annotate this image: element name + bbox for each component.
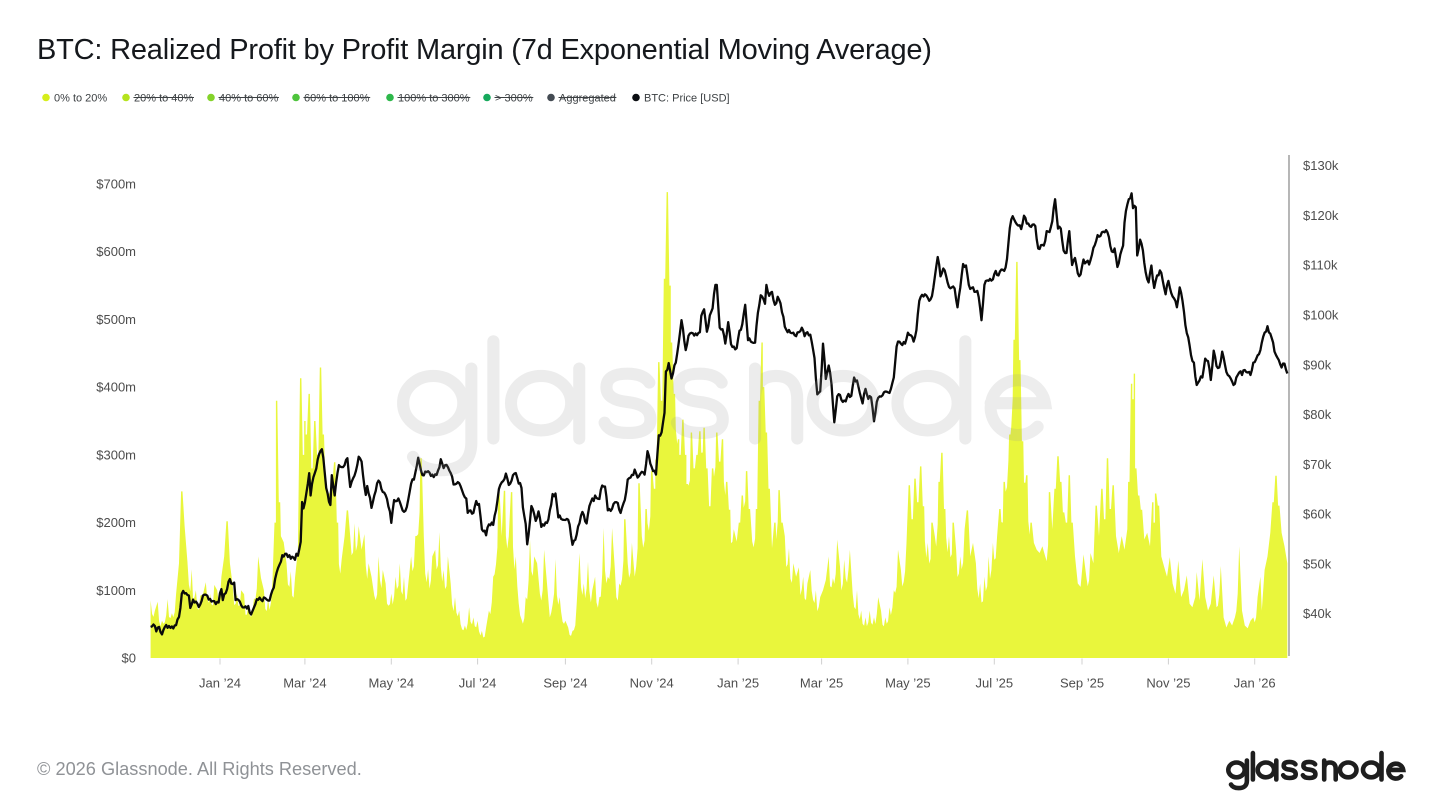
svg-text:BTC: Realized Profit by Profit: BTC: Realized Profit by Profit Margin (7… — [37, 34, 932, 66]
svg-text:Mar ’25: Mar ’25 — [800, 676, 843, 691]
svg-text:May ’24: May ’24 — [369, 676, 415, 691]
svg-text:Jan ’25: Jan ’25 — [717, 676, 759, 691]
svg-text:Jan ’26: Jan ’26 — [1234, 676, 1276, 691]
svg-text:Nov ’24: Nov ’24 — [630, 676, 674, 691]
svg-text:$0: $0 — [122, 651, 136, 666]
svg-text:$70k: $70k — [1303, 457, 1332, 472]
svg-text:0% to 20%: 0% to 20% — [54, 93, 107, 105]
svg-text:Sep ’25: Sep ’25 — [1060, 676, 1104, 691]
svg-text:$110k: $110k — [1303, 258, 1338, 273]
svg-text:$90k: $90k — [1303, 357, 1332, 372]
svg-text:$60k: $60k — [1303, 507, 1332, 522]
svg-text:BTC: Price [USD]: BTC: Price [USD] — [644, 93, 730, 105]
svg-text:Jul ’24: Jul ’24 — [459, 676, 497, 691]
svg-text:$400m: $400m — [96, 380, 136, 395]
svg-text:Jan ’24: Jan ’24 — [199, 676, 241, 691]
svg-text:$40k: $40k — [1303, 606, 1332, 621]
svg-text:$80k: $80k — [1303, 407, 1332, 422]
svg-text:Nov ’25: Nov ’25 — [1146, 676, 1190, 691]
svg-text:$500m: $500m — [96, 312, 136, 327]
svg-text:$120k: $120k — [1303, 208, 1339, 223]
svg-text:40% to 60%: 40% to 60% — [219, 93, 279, 105]
svg-text:Aggregated: Aggregated — [559, 93, 616, 105]
svg-text:100% to 300%: 100% to 300% — [398, 93, 470, 105]
svg-text:Mar ’24: Mar ’24 — [283, 676, 326, 691]
svg-text:Sep ’24: Sep ’24 — [543, 676, 587, 691]
svg-text:20% to 40%: 20% to 40% — [134, 93, 194, 105]
svg-text:May ’25: May ’25 — [885, 676, 931, 691]
svg-text:$700m: $700m — [96, 177, 136, 192]
svg-text:$300m: $300m — [96, 447, 136, 462]
svg-text:Jul ’25: Jul ’25 — [976, 676, 1014, 691]
svg-text:© 2026 Glassnode. All Rights R: © 2026 Glassnode. All Rights Reserved. — [37, 759, 362, 779]
svg-text:$130k: $130k — [1303, 158, 1339, 173]
svg-text:$600m: $600m — [96, 244, 136, 259]
svg-text:$100k: $100k — [1303, 308, 1339, 323]
svg-text:60% to 100%: 60% to 100% — [304, 93, 370, 105]
svg-text:> 300%: > 300% — [495, 93, 533, 105]
svg-text:$100m: $100m — [96, 583, 136, 598]
svg-text:$200m: $200m — [96, 515, 136, 530]
svg-text:$50k: $50k — [1303, 556, 1332, 571]
